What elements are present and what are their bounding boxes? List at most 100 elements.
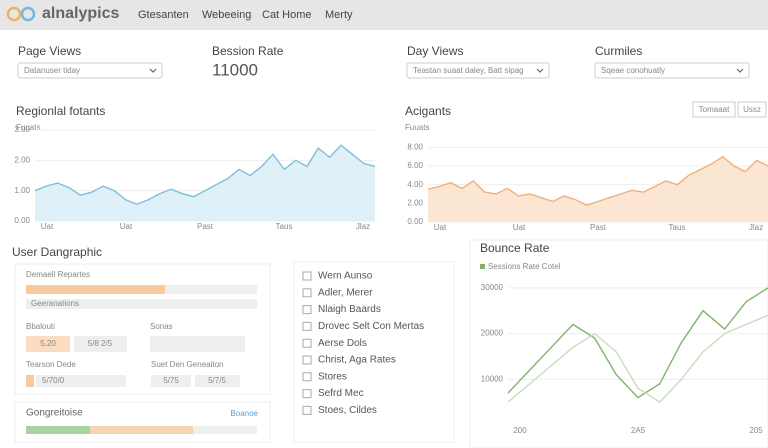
- checklist: Wern Aunso Adler, Merer Nlaigh Baards Drove…: [302, 271, 424, 416]
- area: [428, 156, 768, 222]
- panel: [469, 239, 768, 448]
- y-tick-label: 30000: [481, 283, 504, 292]
- button-label[interactable]: Tomaaat: [699, 105, 730, 114]
- x-tick-label: Jlaz: [749, 223, 763, 232]
- checklist-item[interactable]: Aerse Dols: [318, 338, 367, 349]
- x-tick-label: Uat: [41, 222, 54, 231]
- dropdown[interactable]: [17, 62, 163, 79]
- legend-label: Sessions Rate Cotel: [488, 262, 561, 271]
- pill: [151, 375, 191, 387]
- logo[interactable]: alnalypics: [42, 5, 119, 22]
- nav-item[interactable]: Merty: [325, 9, 353, 21]
- label: Geeranations: [31, 299, 79, 308]
- panel-title: User Dangraphic: [12, 245, 102, 259]
- y-tick-label: 6.00: [407, 161, 423, 170]
- y-tick-label: 1.00: [14, 186, 30, 195]
- checklist-item[interactable]: Wern Aunso: [318, 271, 373, 282]
- bar-fill: [90, 426, 193, 434]
- dropdown-text[interactable]: Teastan suaat daley, Batt sipag: [413, 66, 524, 75]
- y-tick-label: 2.00: [14, 155, 30, 164]
- pill-text: 5/70/0: [42, 376, 65, 385]
- pill-text: 5.20: [40, 339, 56, 348]
- y-tick-label: 10000: [481, 374, 504, 383]
- x-tick-label: 2A5: [631, 426, 646, 435]
- bar-track: [26, 299, 257, 309]
- bar-fill: [26, 375, 34, 387]
- link[interactable]: Boanoe: [230, 409, 258, 418]
- x-tick-label: Uat: [434, 223, 447, 232]
- checklist-item[interactable]: Christ, Aga Rates: [318, 355, 396, 366]
- chevron: [536, 68, 544, 73]
- checklist-item[interactable]: Sefrd Mec: [318, 388, 364, 399]
- bar-fill: [26, 426, 90, 434]
- y-tick-label: 4.00: [407, 180, 423, 189]
- dropdown-text[interactable]: Sqeae conohuatly: [601, 66, 665, 75]
- pill: [26, 336, 70, 352]
- card-title: Bession Rate: [212, 44, 284, 58]
- pill: [195, 375, 240, 387]
- area: [35, 145, 375, 221]
- checklist-item[interactable]: Stoes, Cildes: [318, 405, 377, 416]
- chart-subtitle: Fuuats: [16, 123, 40, 132]
- x-tick-label: Taus: [276, 222, 293, 231]
- button-label[interactable]: Ussz: [743, 105, 761, 114]
- label: Bbalouti: [26, 322, 55, 331]
- y-tick-label: 2.00: [407, 198, 423, 207]
- checklist-item[interactable]: Nlaigh Baards: [318, 304, 381, 315]
- checkbox[interactable]: [302, 338, 312, 348]
- dropdown-text[interactable]: Datanuser tiday: [24, 66, 80, 75]
- bar-fill: [26, 285, 165, 294]
- card-title: Curmiles: [595, 44, 642, 58]
- top-bar: [0, 0, 768, 30]
- checkbox[interactable]: [302, 321, 312, 331]
- line: [507, 287, 768, 399]
- pill: [36, 375, 126, 387]
- pill: [74, 336, 127, 352]
- line: [427, 155, 768, 206]
- pill-text: 5/8 2/5: [88, 339, 113, 348]
- card-title: Page Views: [18, 44, 81, 58]
- checklist-item[interactable]: Drovec Selt Con Mertas: [318, 321, 424, 332]
- dropdown[interactable]: [594, 62, 750, 79]
- checkbox[interactable]: [302, 288, 312, 298]
- panel: [14, 401, 271, 443]
- label: Demaell Repartes: [26, 270, 90, 279]
- x-tick-label: Jlaz: [356, 222, 370, 231]
- y-tick-label: 3.00: [14, 125, 30, 134]
- x-tick-label: Taus: [669, 223, 686, 232]
- checkbox[interactable]: [302, 305, 312, 315]
- label: Gongreitoise: [26, 408, 83, 419]
- dropdown[interactable]: [406, 62, 550, 79]
- card-title: Day Views: [407, 44, 463, 58]
- chevron: [149, 68, 157, 73]
- chart-subtitle: Fuuats: [405, 123, 429, 132]
- checkbox[interactable]: [302, 389, 312, 399]
- nav-item[interactable]: Gtesanten: [138, 9, 189, 21]
- x-tick-label: Uat: [513, 223, 526, 232]
- checkbox[interactable]: [302, 372, 312, 382]
- nav-item[interactable]: Webeeing: [202, 9, 251, 21]
- checkbox[interactable]: [302, 405, 312, 415]
- button[interactable]: [692, 101, 736, 118]
- label: Suet Den Geneaiton: [151, 360, 224, 369]
- label: Tearson Dede: [26, 360, 76, 369]
- checkbox[interactable]: [302, 271, 312, 281]
- x-tick-label: Uat: [120, 222, 133, 231]
- checklist-item[interactable]: Adler, Merer: [318, 287, 373, 298]
- pill-text: 5/7/5: [208, 376, 226, 385]
- checkbox[interactable]: [302, 355, 312, 365]
- x-tick-label: Past: [197, 222, 214, 231]
- button[interactable]: [737, 101, 767, 118]
- line: [34, 144, 376, 206]
- logo-icon: [6, 6, 22, 22]
- legend-swatch: [480, 264, 485, 269]
- chart-title: Bounce Rate: [480, 241, 550, 255]
- checklist-item[interactable]: Stores: [318, 371, 347, 382]
- x-tick-label: Past: [590, 223, 607, 232]
- x-tick-label: 205: [749, 426, 763, 435]
- logo-icon: [20, 6, 36, 22]
- y-tick-label: 20000: [481, 329, 504, 338]
- chart-title: Acigants: [405, 104, 451, 118]
- nav-item[interactable]: Cat Home: [262, 9, 312, 21]
